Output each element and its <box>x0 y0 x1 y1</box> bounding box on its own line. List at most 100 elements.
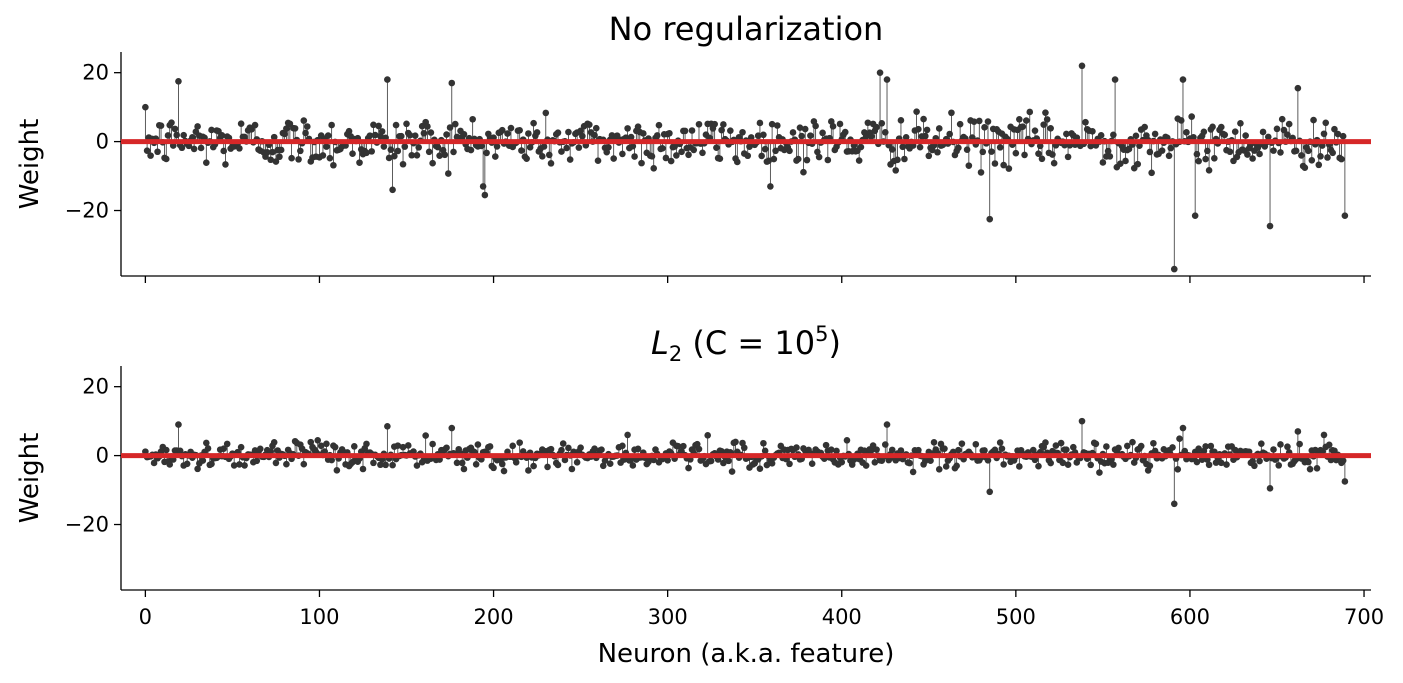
data-point <box>267 156 275 164</box>
data-point <box>1031 127 1039 134</box>
data-point <box>1035 462 1042 470</box>
data-point <box>185 142 193 150</box>
data-point <box>848 461 856 468</box>
data-point <box>366 132 374 139</box>
data-point <box>277 146 285 154</box>
data-point <box>740 444 748 452</box>
data-point <box>1096 469 1103 476</box>
data-point <box>1191 212 1199 219</box>
data-point <box>1266 222 1274 230</box>
data-point <box>659 144 666 152</box>
data-point <box>377 461 384 469</box>
data-point <box>190 145 198 153</box>
data-point <box>956 120 964 128</box>
data-point <box>422 432 429 439</box>
data-point <box>770 155 778 163</box>
data-point <box>592 124 600 132</box>
data-point <box>539 152 546 160</box>
data-point <box>979 148 987 156</box>
data-point <box>655 121 663 129</box>
data-point <box>1012 149 1020 157</box>
data-point <box>1322 119 1330 127</box>
data-point <box>586 121 593 128</box>
data-point <box>1089 127 1096 135</box>
data-point <box>606 460 614 468</box>
data-point <box>448 79 456 87</box>
data-point <box>864 119 872 127</box>
data-point <box>591 445 598 453</box>
data-point <box>1019 123 1027 130</box>
data-point <box>814 148 821 156</box>
data-point <box>1223 461 1230 468</box>
data-point <box>573 459 581 466</box>
data-point <box>899 143 906 151</box>
data-point <box>807 132 814 139</box>
data-point <box>963 146 971 154</box>
data-point <box>1174 466 1182 473</box>
data-point <box>392 121 400 129</box>
data-point <box>443 444 450 452</box>
data-point <box>728 468 736 475</box>
data-point <box>986 488 994 496</box>
data-point <box>575 144 583 151</box>
data-point <box>236 461 243 468</box>
data-point <box>1310 116 1317 124</box>
data-point <box>1057 439 1065 447</box>
data-point <box>667 157 675 165</box>
data-point <box>1298 152 1305 159</box>
data-point <box>1146 462 1154 470</box>
data-point <box>389 186 396 194</box>
data-point <box>1170 265 1178 273</box>
data-point <box>1256 457 1263 465</box>
data-point <box>829 123 837 130</box>
data-point <box>509 442 517 450</box>
data-point <box>1150 439 1157 447</box>
data-point <box>1249 155 1256 162</box>
data-point <box>627 133 635 141</box>
data-point <box>941 445 948 452</box>
data-point <box>801 125 809 133</box>
data-point <box>577 127 584 135</box>
data-point <box>498 126 506 134</box>
data-point <box>194 465 201 473</box>
data-point <box>500 467 508 475</box>
data-point <box>545 151 553 159</box>
data-point <box>1125 145 1133 153</box>
data-point <box>894 156 901 164</box>
data-point <box>756 465 764 472</box>
data-point <box>1087 461 1095 469</box>
data-point <box>1177 117 1185 124</box>
data-point <box>375 122 382 130</box>
data-point <box>760 439 767 447</box>
data-point <box>948 109 955 117</box>
title-text: (C = 10 <box>682 324 815 362</box>
data-point <box>1040 121 1048 128</box>
stem-lines <box>144 65 1346 270</box>
data-point <box>451 120 459 128</box>
data-point <box>965 162 973 169</box>
x-axis-label: Neuron (a.k.a. feature) <box>598 639 895 669</box>
data-point <box>467 146 475 154</box>
data-point <box>591 131 598 139</box>
data-point <box>208 460 215 468</box>
data-point <box>1016 115 1023 123</box>
data-point <box>479 183 487 190</box>
data-point <box>873 123 880 131</box>
data-point <box>1217 123 1225 131</box>
data-point <box>765 157 772 165</box>
data-point <box>819 129 826 137</box>
data-point <box>1327 456 1335 464</box>
data-point <box>540 143 548 150</box>
data-point <box>1137 442 1145 450</box>
data-point <box>256 445 264 453</box>
data-point <box>1334 130 1342 138</box>
data-point <box>713 144 720 151</box>
data-point <box>1308 156 1316 164</box>
data-point <box>483 149 490 157</box>
data-point <box>925 152 933 160</box>
data-point <box>1141 123 1148 131</box>
data-point <box>413 151 421 159</box>
data-point <box>1176 435 1183 443</box>
data-point <box>885 456 893 464</box>
